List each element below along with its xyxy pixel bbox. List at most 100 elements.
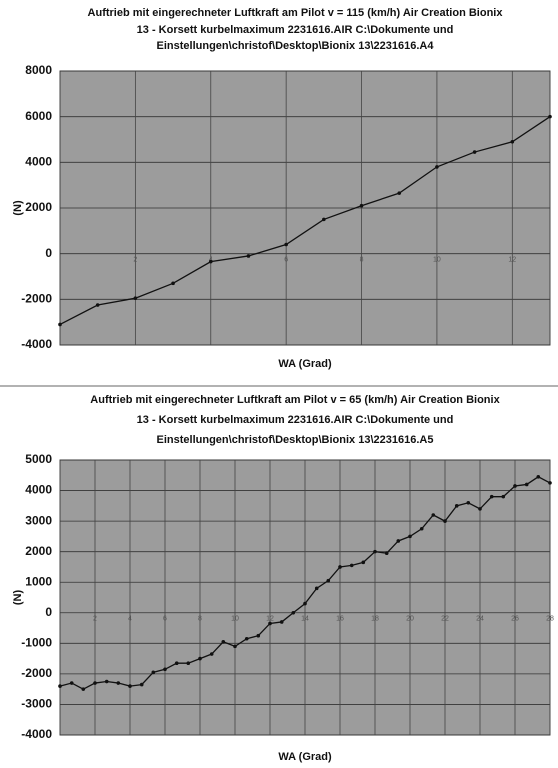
data-point [326,578,331,583]
data-point [322,217,326,222]
data-point [256,633,261,638]
x-tick-label: 10 [433,257,441,264]
data-point [472,150,477,154]
data-point [443,519,447,523]
data-point [133,296,138,300]
data-point [349,563,354,568]
data-point [361,560,366,565]
x-tick-label: 24 [476,616,484,623]
data-point [151,670,156,675]
data-point [501,494,506,499]
data-point [69,681,74,685]
data-point [284,242,288,247]
data-point [171,281,175,286]
chart-title: Einstellungen\christof\Desktop\Bionix 13… [157,434,434,446]
data-point [268,621,272,626]
data-point [510,139,515,144]
data-line [59,116,551,326]
y-tick-label: 2000 [25,200,52,214]
data-point [513,484,517,488]
data-point [454,504,459,508]
y-tick-label: -4000 [21,727,52,741]
x-tick-label: 22 [441,616,449,623]
data-point [95,303,100,307]
y-tick-label: -3000 [21,697,52,711]
y-tick-label: 3000 [25,513,52,527]
data-point [221,640,226,644]
x-tick-label: 20 [406,616,414,623]
y-tick-label: 0 [45,246,52,260]
data-point [478,507,482,511]
y-tick-label: 4000 [25,483,52,497]
data-point [419,526,424,531]
data-point [208,259,213,264]
x-tick-label: 14 [301,616,309,623]
data-point [536,475,541,479]
y-tick-label: 2000 [25,544,52,558]
chart-title: Auftrieb mit eingerechneter Luftkraft am… [90,394,500,406]
data-point [163,667,167,672]
x-tick-label: 18 [371,616,379,623]
x-tick-label: 4 [128,616,132,623]
x-tick-label: 12 [508,257,516,264]
y-tick-label: 8000 [25,63,52,77]
data-point [397,191,402,195]
data-point [435,165,439,169]
data-point [186,661,191,665]
x-tick-label: 16 [336,616,344,623]
data-point [396,539,401,543]
data-point [548,114,552,119]
x-tick-label: 12 [266,616,274,623]
y-tick-label: 5000 [25,452,52,466]
y-tick-label: -2000 [21,292,52,306]
chart-title: Einstellungen\christof\Desktop\Bionix 13… [157,40,435,52]
x-tick-label: 8 [198,616,202,623]
data-point [246,254,251,258]
x-tick-label: 28 [546,616,554,623]
data-point [384,551,389,555]
data-point [303,601,307,606]
data-point [139,682,144,687]
x-tick-label: 2 [133,257,137,264]
data-point [338,565,342,569]
chart-title: Auftrieb mit eingerechneter Luftkraft am… [88,7,504,19]
y-axis-label: (N) [12,590,24,606]
y-tick-label: 1000 [25,574,52,588]
x-tick-label: 2 [93,616,97,623]
x-tick-label: 26 [511,616,519,623]
data-point [548,481,552,485]
data-point [466,500,471,505]
data-point [431,513,436,517]
y-tick-label: 0 [45,605,52,619]
data-point [524,482,529,487]
data-point [58,684,62,688]
data-point [209,652,214,656]
data-point [244,636,249,641]
data-point [81,687,86,691]
x-tick-label: 6 [163,616,167,623]
x-tick-label: 10 [231,616,239,623]
x-tick-label: 6 [284,257,288,264]
data-point [408,534,412,539]
data-point [314,586,319,591]
data-point [373,549,377,554]
data-point [104,679,109,684]
data-point [128,684,132,688]
y-tick-label: -4000 [21,337,52,351]
data-point [233,644,237,649]
data-point [58,322,62,327]
y-tick-label: -2000 [21,666,52,680]
x-tick-label: 8 [360,257,364,264]
data-point [291,610,296,615]
data-point [116,681,121,685]
data-point [359,203,364,208]
data-point [489,494,494,499]
x-axis-label: WA (Grad) [278,358,332,370]
chart-title: 13 - Korsett kurbelmaximum 2231616.AIR C… [137,24,454,36]
x-axis-label: WA (Grad) [278,751,332,763]
data-point [279,620,284,624]
data-point [198,656,202,661]
y-tick-label: 4000 [25,155,52,169]
data-point [93,681,97,685]
